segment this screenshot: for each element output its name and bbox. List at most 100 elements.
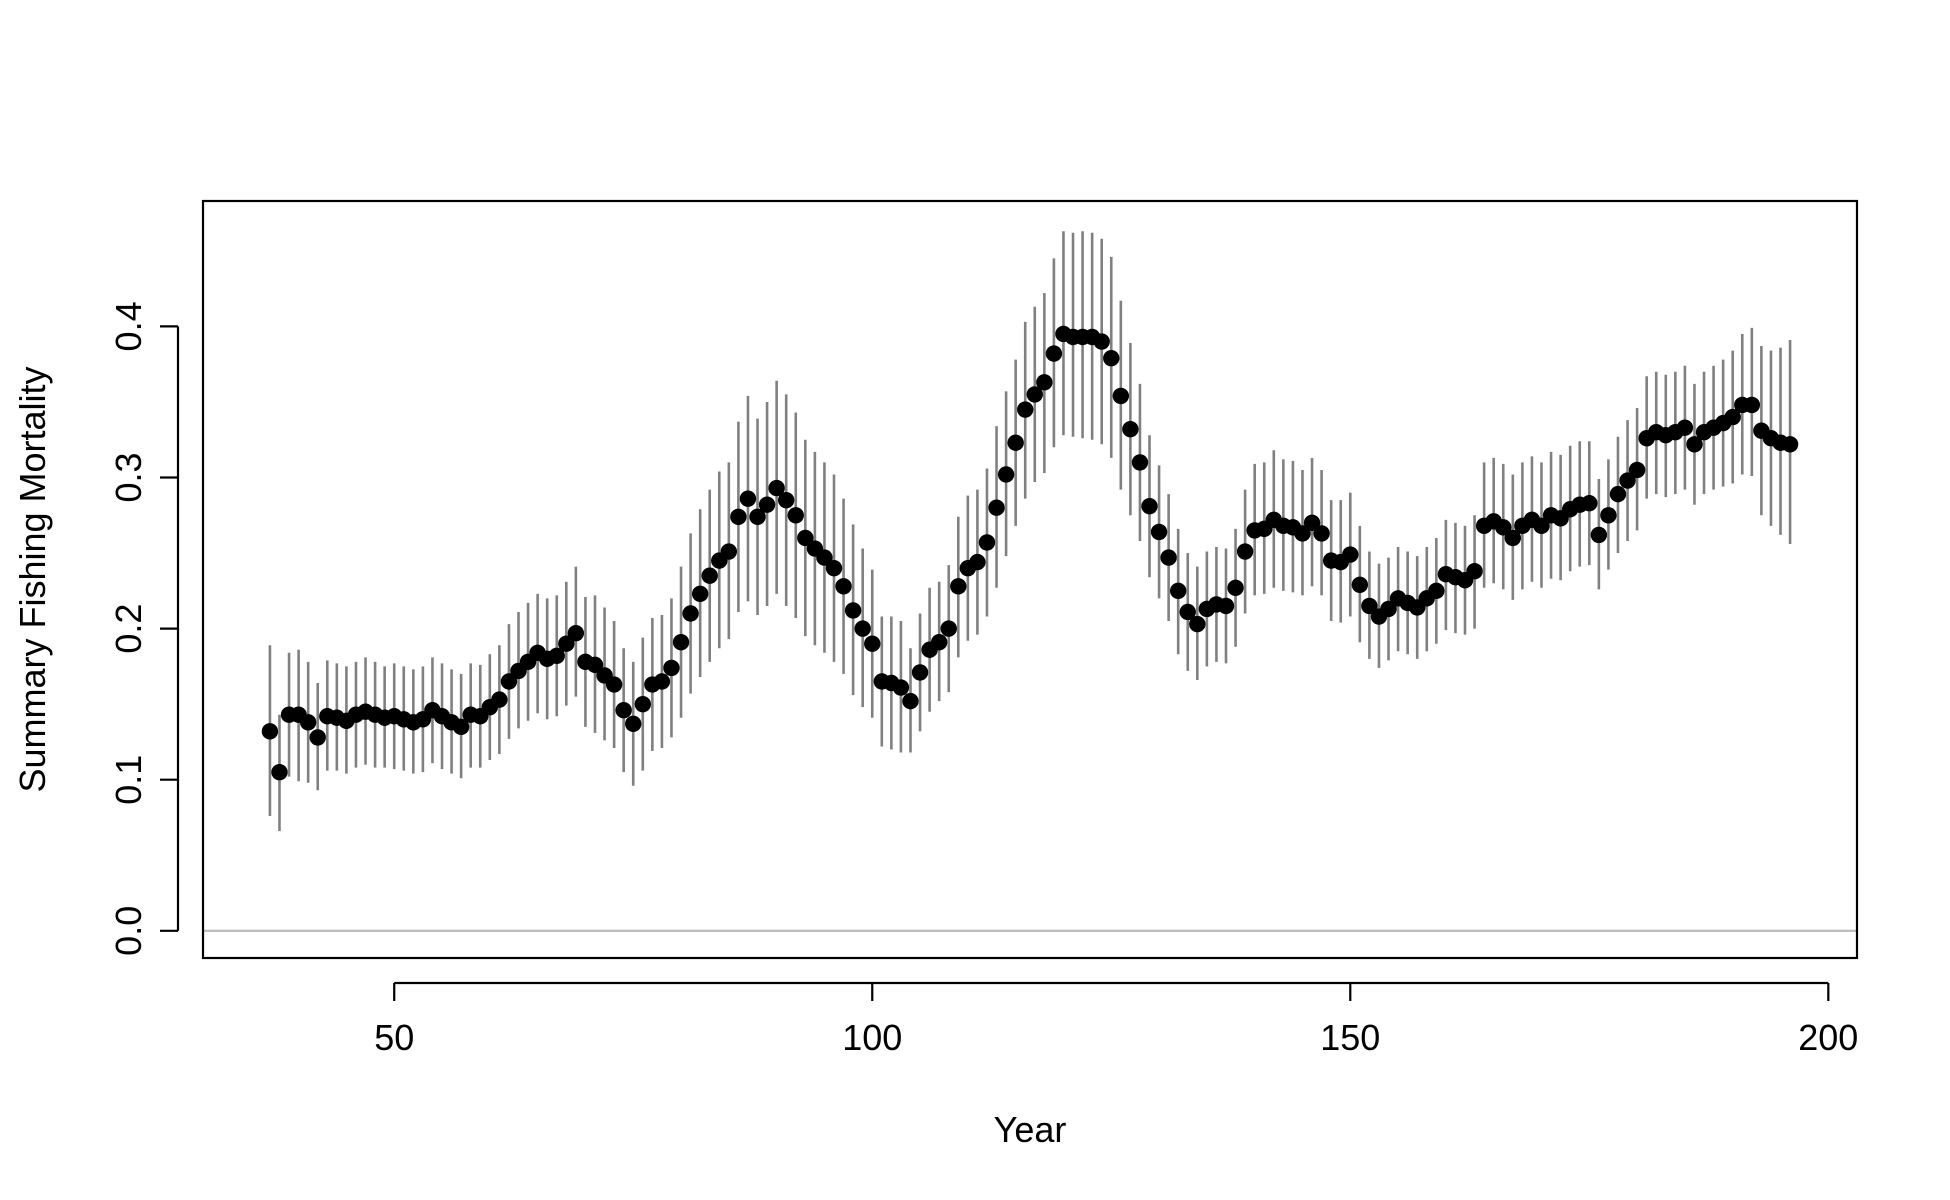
data-point (1026, 386, 1043, 403)
data-point (988, 499, 1005, 516)
data-point (309, 729, 326, 746)
data-point (491, 691, 508, 708)
data-point (940, 620, 957, 637)
data-point (1428, 582, 1445, 600)
data-point (261, 723, 279, 740)
data-point (271, 763, 288, 781)
data-point (1676, 419, 1694, 436)
data-point (615, 701, 632, 719)
data-point (1351, 576, 1369, 593)
data-point (778, 491, 795, 509)
data-point (768, 479, 785, 497)
data-point (1217, 597, 1235, 615)
x-tick-label: 50 (374, 1017, 414, 1058)
y-tick-label: 0.4 (108, 301, 149, 351)
y-tick-label: 0.2 (108, 604, 149, 654)
data-point (1628, 461, 1646, 479)
data-point (1600, 507, 1617, 524)
x-tick-label: 150 (1320, 1017, 1380, 1058)
data-point (787, 507, 804, 524)
data-point (1533, 517, 1550, 535)
data-point (1342, 546, 1359, 563)
data-point (1361, 597, 1378, 615)
data-point (892, 679, 910, 696)
data-point (701, 567, 718, 584)
data-point (1294, 525, 1311, 542)
data-point (739, 490, 757, 507)
data-point (1141, 498, 1158, 515)
data-point (749, 508, 766, 525)
data-point (1303, 514, 1321, 532)
data-point (452, 718, 470, 736)
data-point (816, 549, 833, 566)
x-tick-label: 200 (1798, 1017, 1858, 1058)
data-point (1189, 615, 1206, 633)
data-point (1179, 603, 1196, 621)
data-point (844, 602, 862, 619)
data-point (835, 578, 852, 595)
data-point (1227, 579, 1244, 597)
data-point (586, 656, 604, 674)
data-point (558, 635, 575, 652)
data-point (548, 647, 565, 665)
data-point (1466, 562, 1483, 580)
data-point (1686, 436, 1703, 453)
data-point (567, 624, 585, 642)
y-axis-title: Summary Fishing Mortality (12, 366, 53, 792)
data-point (825, 559, 843, 577)
data-points (261, 325, 1799, 781)
data-point (605, 676, 623, 693)
data-point (634, 695, 651, 713)
data-point (720, 543, 738, 560)
data-point (950, 578, 967, 595)
data-point (1131, 454, 1149, 471)
data-point (663, 659, 680, 677)
data-point (1590, 526, 1608, 544)
x-axis: 50 100 150 200 (374, 981, 1858, 1058)
data-point (1007, 434, 1024, 451)
x-axis-title: Year (994, 1109, 1067, 1150)
data-point (653, 673, 671, 690)
data-point (1609, 485, 1627, 503)
data-point (911, 664, 929, 681)
data-point (1045, 345, 1063, 362)
data-point (930, 634, 948, 651)
y-tick-label: 0.1 (108, 755, 149, 805)
data-point (997, 466, 1015, 483)
data-point (1236, 543, 1254, 560)
data-point (1160, 549, 1177, 566)
y-tick-label: 0.3 (108, 452, 149, 502)
x-tick-label: 100 (842, 1017, 902, 1058)
data-point (758, 496, 776, 513)
data-point (969, 553, 986, 571)
data-point (691, 585, 709, 603)
data-point (1112, 387, 1130, 405)
data-point (797, 529, 814, 547)
data-point (500, 673, 518, 690)
data-point (682, 605, 699, 622)
data-point (1150, 523, 1168, 541)
data-point (1103, 349, 1120, 367)
data-point (1380, 600, 1397, 618)
data-point (1724, 408, 1741, 426)
data-point (730, 508, 747, 525)
data-point (1313, 525, 1330, 542)
data-point (1581, 494, 1598, 512)
data-point (1093, 333, 1110, 350)
data-point (1036, 374, 1053, 391)
plot-frame (201, 199, 1859, 960)
data-point (672, 634, 690, 651)
data-point (1122, 420, 1139, 438)
data-point (625, 715, 642, 732)
data-point (1017, 401, 1034, 418)
data-point (1781, 436, 1799, 453)
data-point (1619, 472, 1636, 489)
y-axis: 0.0 0.1 0.2 0.3 0.4 (108, 301, 180, 956)
data-point (1504, 529, 1522, 547)
data-point (299, 714, 317, 731)
data-point (902, 692, 919, 710)
data-point (1169, 582, 1187, 600)
